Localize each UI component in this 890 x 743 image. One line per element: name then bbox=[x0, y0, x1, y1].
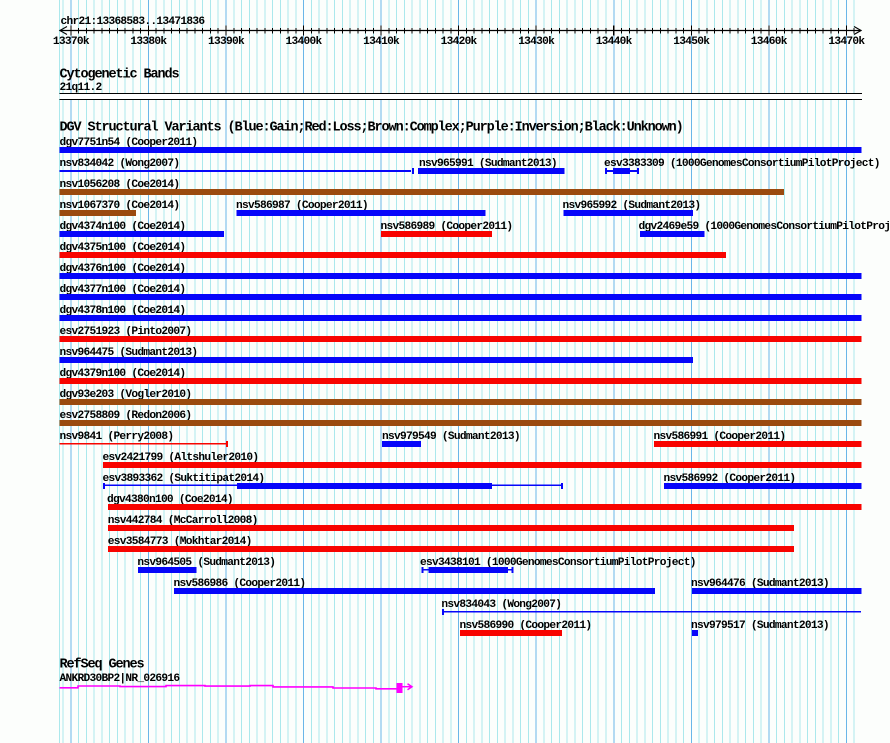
svg-text:esv3584773 (Mokhtar2014): esv3584773 (Mokhtar2014) bbox=[108, 536, 252, 548]
svg-text:esv2421799 (Altshuler2010): esv2421799 (Altshuler2010) bbox=[103, 452, 259, 464]
svg-text:13470k: 13470k bbox=[828, 36, 865, 48]
svg-text:dgv4380n100 (Coe2014): dgv4380n100 (Coe2014) bbox=[107, 494, 233, 506]
svg-text:nsv964476 (Sudmant2013): nsv964476 (Sudmant2013) bbox=[691, 578, 829, 590]
svg-text:nsv1067370 (Coe2014): nsv1067370 (Coe2014) bbox=[60, 200, 180, 212]
svg-text:dgv4378n100 (Coe2014): dgv4378n100 (Coe2014) bbox=[60, 305, 186, 317]
svg-text:13410k: 13410k bbox=[363, 36, 400, 48]
svg-text:nsv964475 (Sudmant2013): nsv964475 (Sudmant2013) bbox=[60, 347, 198, 359]
svg-text:nsv586992 (Cooper2011): nsv586992 (Cooper2011) bbox=[664, 473, 796, 485]
svg-text:nsv965992 (Sudmant2013): nsv965992 (Sudmant2013) bbox=[563, 200, 701, 212]
svg-text:13420k: 13420k bbox=[441, 36, 478, 48]
svg-text:nsv834043 (Wong2007): nsv834043 (Wong2007) bbox=[441, 599, 561, 611]
svg-text:nsv586990 (Cooper2011): nsv586990 (Cooper2011) bbox=[460, 620, 592, 632]
svg-text:nsv979517 (Sudmant2013): nsv979517 (Sudmant2013) bbox=[691, 620, 829, 632]
svg-text:21q11.2: 21q11.2 bbox=[60, 82, 103, 94]
svg-text:Cytogenetic Bands: Cytogenetic Bands bbox=[60, 68, 180, 83]
svg-text:dgv93e203 (Vogler2010): dgv93e203 (Vogler2010) bbox=[60, 389, 192, 401]
svg-text:13430k: 13430k bbox=[518, 36, 555, 48]
svg-text:esv3438101 (1000GenomesConsort: esv3438101 (1000GenomesConsortiumPilotPr… bbox=[420, 557, 696, 569]
svg-text:dgv4375n100 (Coe2014): dgv4375n100 (Coe2014) bbox=[60, 242, 186, 254]
svg-text:dgv2469e59 (1000GenomesConsort: dgv2469e59 (1000GenomesConsortiumPilotPr… bbox=[639, 221, 890, 233]
svg-text:nsv586987 (Cooper2011): nsv586987 (Cooper2011) bbox=[236, 200, 368, 212]
svg-text:nsv965991 (Sudmant2013): nsv965991 (Sudmant2013) bbox=[419, 158, 557, 170]
svg-text:esv2758809 (Redon2006): esv2758809 (Redon2006) bbox=[60, 410, 192, 422]
svg-text:RefSeq Genes: RefSeq Genes bbox=[60, 658, 145, 673]
svg-text:nsv586991 (Cooper2011): nsv586991 (Cooper2011) bbox=[654, 431, 786, 443]
svg-text:nsv586989 (Cooper2011): nsv586989 (Cooper2011) bbox=[381, 221, 513, 233]
svg-text:13390k: 13390k bbox=[208, 36, 245, 48]
svg-text:13380k: 13380k bbox=[130, 36, 167, 48]
svg-text:dgv4376n100 (Coe2014): dgv4376n100 (Coe2014) bbox=[60, 263, 186, 275]
svg-text:esv2751923 (Pinto2007): esv2751923 (Pinto2007) bbox=[60, 326, 192, 338]
svg-text:nsv586986 (Cooper2011): nsv586986 (Cooper2011) bbox=[174, 578, 306, 590]
svg-text:13450k: 13450k bbox=[673, 36, 710, 48]
svg-text:nsv964505 (Sudmant2013): nsv964505 (Sudmant2013) bbox=[137, 557, 275, 569]
svg-text:13440k: 13440k bbox=[596, 36, 633, 48]
svg-text:chr21:13368583..13471836: chr21:13368583..13471836 bbox=[61, 16, 206, 28]
svg-text:nsv1056208 (Coe2014): nsv1056208 (Coe2014) bbox=[60, 179, 180, 191]
svg-text:nsv9841 (Perry2008): nsv9841 (Perry2008) bbox=[60, 431, 174, 443]
svg-text:ANKRD30BP2|NR_026916: ANKRD30BP2|NR_026916 bbox=[60, 673, 181, 685]
svg-text:dgv4379n100 (Coe2014): dgv4379n100 (Coe2014) bbox=[60, 368, 186, 380]
svg-text:esv3893362 (Suktitipat2014): esv3893362 (Suktitipat2014) bbox=[103, 473, 265, 485]
svg-text:dgv4377n100 (Coe2014): dgv4377n100 (Coe2014) bbox=[60, 284, 186, 296]
svg-text:nsv442784 (McCarroll2008): nsv442784 (McCarroll2008) bbox=[108, 515, 258, 527]
svg-text:nsv834042 (Wong2007): nsv834042 (Wong2007) bbox=[60, 158, 180, 170]
svg-text:13370k: 13370k bbox=[53, 36, 90, 48]
svg-text:dgv7751n54 (Cooper2011): dgv7751n54 (Cooper2011) bbox=[60, 137, 198, 149]
svg-text:DGV Structural Variants (Blue:: DGV Structural Variants (Blue:Gain;Red:L… bbox=[60, 121, 683, 136]
svg-text:13460k: 13460k bbox=[751, 36, 788, 48]
svg-text:esv3383309 (1000GenomesConsort: esv3383309 (1000GenomesConsortiumPilotPr… bbox=[604, 158, 880, 170]
svg-text:dgv4374n100 (Coe2014): dgv4374n100 (Coe2014) bbox=[60, 221, 186, 233]
svg-text:13400k: 13400k bbox=[286, 36, 323, 48]
svg-text:nsv979549 (Sudmant2013): nsv979549 (Sudmant2013) bbox=[382, 431, 520, 443]
